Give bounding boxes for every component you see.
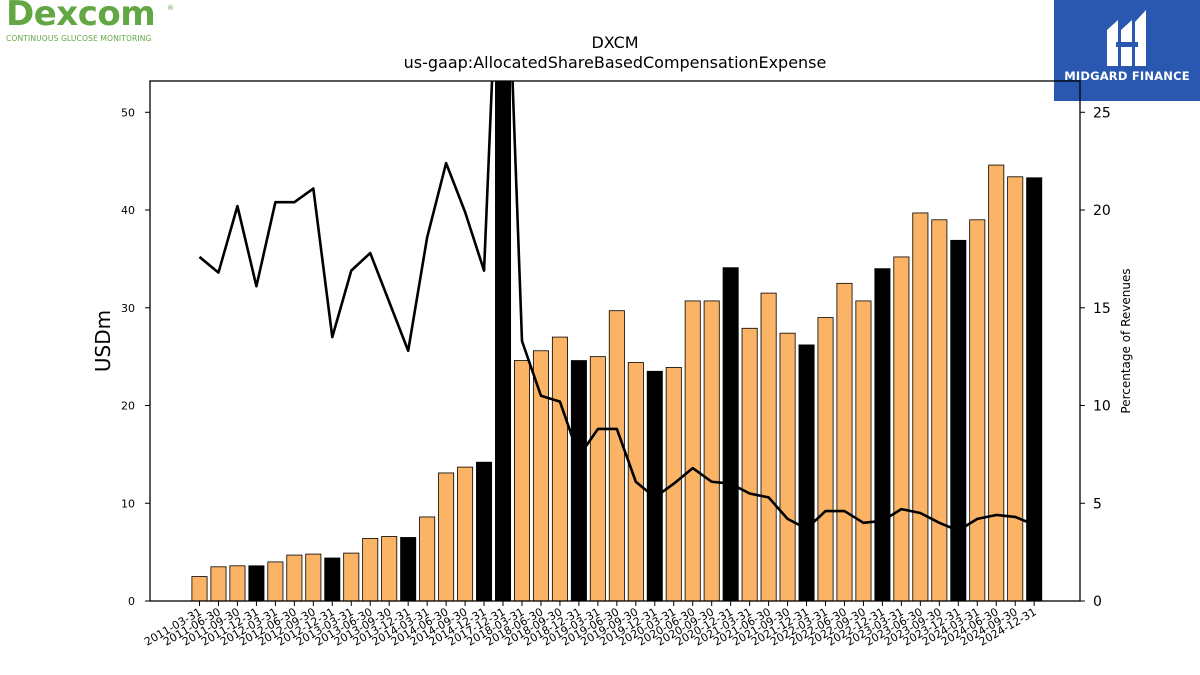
bar-2019-03-31	[589, 356, 606, 601]
bar-2018-03-31	[513, 360, 530, 601]
bar-2024-09-30	[1007, 176, 1024, 601]
chart-title: DXCM	[591, 33, 638, 52]
chart-subtitle: us-gaap:AllocatedShareBasedCompensationE…	[404, 53, 827, 72]
percentage-of-revenues-line	[198, 81, 1035, 532]
bar-2012-09-30	[305, 553, 322, 601]
bar-2011-09-30	[229, 565, 246, 601]
y-tick-label: 30	[121, 302, 135, 315]
bar-2011-06-30	[210, 566, 227, 601]
midgard-emblem-icon	[1107, 10, 1146, 66]
y-tick-label: 50	[121, 106, 135, 119]
dexcom-logo-registered-mark: ®	[167, 4, 174, 12]
bar-2023-03-31	[893, 256, 910, 601]
x-axis: 2011-03-312011-06-302011-09-302011-12-31…	[142, 601, 1039, 649]
bar-2011-12-31	[248, 565, 265, 601]
dexcom-logo: Dexcom ® CONTINUOUS GLUCOSE MONITORING	[4, 0, 184, 48]
bar-2022-06-30	[836, 282, 853, 601]
y-axis-label: USDm	[91, 310, 115, 372]
dexcom-logo-tagline: CONTINUOUS GLUCOSE MONITORING	[6, 34, 152, 43]
y2-tick-label: 0	[1093, 594, 1102, 610]
bar-2020-09-30	[703, 300, 720, 601]
midgard-finance-logo-text: MIDGARD FINANCE	[1064, 69, 1190, 83]
midgard-finance-logo: MIDGARD FINANCE	[1054, 0, 1200, 101]
bar-2017-12-31	[495, 81, 512, 601]
bar-2020-06-30	[684, 300, 701, 601]
bar-2023-12-31	[950, 239, 967, 601]
bar-2022-09-30	[855, 300, 872, 601]
y2-tick-label: 5	[1093, 496, 1102, 512]
bar-2021-09-30	[779, 332, 796, 601]
y-tick-label: 40	[121, 204, 135, 217]
bar-2021-12-31	[798, 344, 815, 601]
bar-2018-06-30	[532, 350, 549, 601]
bar-2018-12-31	[570, 360, 587, 601]
bar-2024-06-30	[988, 164, 1005, 601]
bar-2021-06-30	[760, 292, 777, 601]
bar-2023-09-30	[931, 219, 948, 601]
bar-2014-06-30	[438, 472, 455, 601]
bar-2019-06-30	[608, 310, 625, 601]
bar-2011-03-31	[191, 576, 208, 601]
bar-2018-09-30	[551, 336, 568, 601]
bar-2024-12-31	[1026, 177, 1043, 601]
bar-2014-12-31	[476, 461, 493, 601]
bar-2023-06-30	[912, 212, 929, 601]
bar-2013-03-31	[343, 552, 360, 601]
bar-2021-03-31	[741, 327, 758, 601]
y-tick-label: 20	[121, 400, 135, 413]
bar-series	[191, 81, 1043, 601]
plot-frame	[149, 80, 1081, 602]
bar-2013-09-30	[381, 536, 398, 601]
y2-tick-label: 25	[1093, 105, 1111, 121]
bar-2019-12-31	[646, 370, 663, 601]
bar-2013-12-31	[400, 537, 417, 601]
right-y-axis: 0 5 10 15 20 25	[1080, 105, 1111, 610]
bar-2024-03-31	[969, 219, 986, 601]
bar-2012-06-30	[286, 554, 303, 601]
bar-2014-09-30	[457, 466, 474, 601]
y2-tick-label: 10	[1093, 399, 1111, 415]
left-y-axis: 0 10 20 30 40 50	[121, 106, 150, 608]
bar-2022-03-31	[817, 317, 834, 601]
bar-2012-03-31	[267, 561, 284, 601]
y2-tick-label: 15	[1093, 301, 1111, 317]
bar-2020-12-31	[722, 267, 739, 601]
y-tick-label: 0	[128, 595, 135, 608]
y2-tick-label: 20	[1093, 203, 1111, 219]
bar-2012-12-31	[324, 557, 341, 601]
y2-axis-label: Percentage of Revenues	[1119, 268, 1133, 413]
bar-2014-03-31	[419, 516, 436, 601]
bar-2022-12-31	[874, 268, 891, 601]
bar-2013-06-30	[362, 538, 379, 601]
dexcom-logo-word: Dexcom	[6, 0, 156, 34]
y-tick-label: 10	[121, 497, 135, 510]
